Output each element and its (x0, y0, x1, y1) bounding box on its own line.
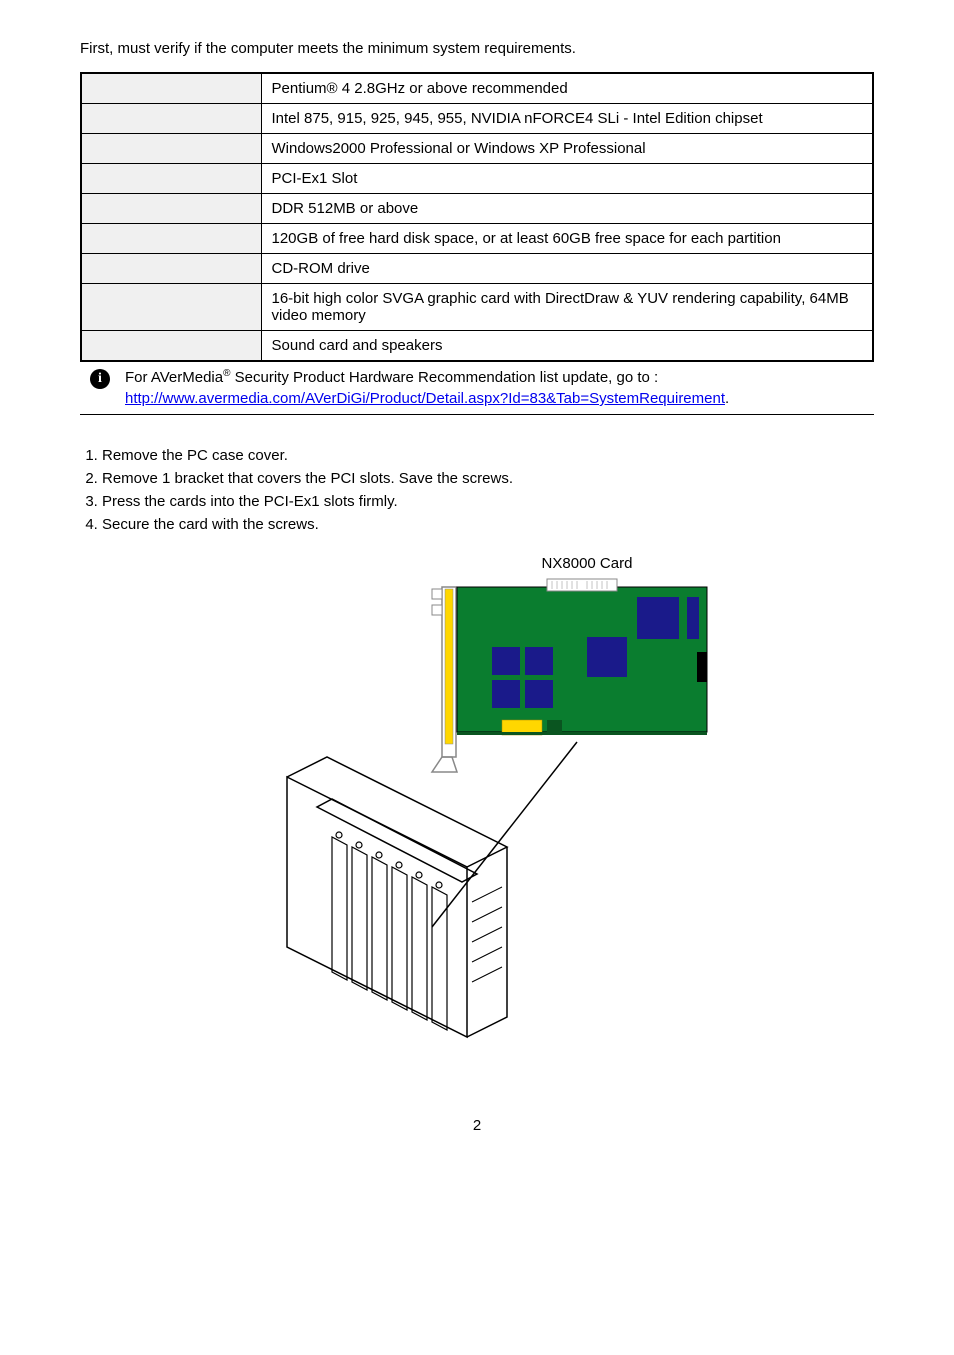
table-row: Intel 875, 915, 925, 945, 955, NVIDIA nF… (81, 104, 873, 134)
spec-label-cell (81, 194, 261, 224)
table-row: 120GB of free hard disk space, or at lea… (81, 224, 873, 254)
spec-value-cell: Pentium® 4 2.8GHz or above recommended (261, 73, 873, 104)
intro-text: First, must verify if the computer meets… (80, 40, 874, 57)
steps-list: Remove the PC case cover.Remove 1 bracke… (80, 445, 874, 535)
spec-value-cell: Windows2000 Professional or Windows XP P… (261, 134, 873, 164)
table-row: Sound card and speakers (81, 331, 873, 362)
spec-label-cell (81, 331, 261, 362)
spec-value-cell: 120GB of free hard disk space, or at lea… (261, 224, 873, 254)
list-item: Remove 1 bracket that covers the PCI slo… (102, 468, 874, 489)
spec-label-cell (81, 134, 261, 164)
note-link[interactable]: http://www.avermedia.com/AVerDiGi/Produc… (125, 390, 725, 407)
table-row: 16-bit high color SVGA graphic card with… (81, 284, 873, 331)
table-row: DDR 512MB or above (81, 194, 873, 224)
spec-value-cell: DDR 512MB or above (261, 194, 873, 224)
spec-table: Pentium® 4 2.8GHz or above recommendedIn… (80, 72, 874, 362)
note-text-b: Security Product Hardware Recommendation… (230, 369, 658, 386)
note-link-end: . (725, 390, 729, 407)
install-diagram (277, 577, 717, 1057)
diagram (120, 577, 874, 1057)
spec-label-cell (81, 284, 261, 331)
note-row: i For AVerMedia® Security Product Hardwa… (80, 362, 874, 415)
spec-value-cell: CD-ROM drive (261, 254, 873, 284)
spec-value-cell: 16-bit high color SVGA graphic card with… (261, 284, 873, 331)
spec-label-cell (81, 224, 261, 254)
spec-value-cell: PCI-Ex1 Slot (261, 164, 873, 194)
pointer-line (432, 742, 577, 927)
list-item: Press the cards into the PCI-Ex1 slots f… (102, 491, 874, 512)
list-item: Secure the card with the screws. (102, 514, 874, 535)
note-text-a: For AVerMedia (125, 369, 223, 386)
spec-value-cell: Intel 875, 915, 925, 945, 955, NVIDIA nF… (261, 104, 873, 134)
nx8000-card (432, 579, 707, 772)
spec-label-cell (81, 254, 261, 284)
list-item: Remove the PC case cover. (102, 445, 874, 466)
card-label: NX8000 Card (300, 555, 874, 572)
info-icon: i (90, 369, 110, 389)
spec-label-cell (81, 164, 261, 194)
table-row: Windows2000 Professional or Windows XP P… (81, 134, 873, 164)
spec-value-cell: Sound card and speakers (261, 331, 873, 362)
page-number: 2 (80, 1117, 874, 1134)
table-row: CD-ROM drive (81, 254, 873, 284)
spec-label-cell (81, 104, 261, 134)
pc-case (287, 757, 507, 1037)
table-row: PCI-Ex1 Slot (81, 164, 873, 194)
spec-label-cell (81, 73, 261, 104)
table-row: Pentium® 4 2.8GHz or above recommended (81, 73, 873, 104)
note-content: For AVerMedia® Security Product Hardware… (125, 367, 729, 409)
